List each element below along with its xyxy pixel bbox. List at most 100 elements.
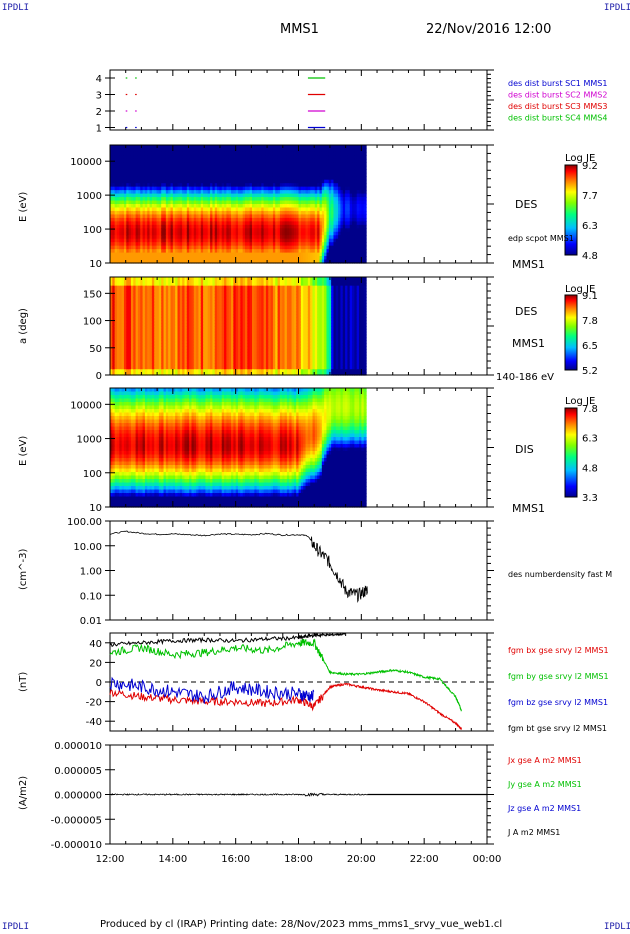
current-ytick-label: -0.000005 [51, 815, 102, 826]
current-ytick-label: 0.000005 [54, 766, 102, 777]
bfield-ytick-label: -40 [86, 717, 102, 728]
time-tick-label: 18:00 [284, 854, 313, 865]
des-pitch-label: DES [515, 305, 538, 318]
sc-legend-entry: des dist burst SC1 MMS1 [508, 79, 607, 88]
des-energy-ytick-label: 10000 [70, 157, 102, 168]
time-tick-label: 12:00 [96, 854, 125, 865]
des-pitch-ytick-label: 100 [83, 317, 102, 328]
sc-legend-entry: des dist burst SC3 MMS3 [508, 102, 607, 111]
bfield-bt-line [109, 632, 346, 648]
current-legend-entry: Jy gse A m2 MMS1 [507, 780, 582, 789]
des-pitch-ytick-label: 0 [96, 371, 102, 382]
colorbar-tick-label: 9.1 [582, 291, 598, 302]
bfield-legend-entry: fgm bt gse srvy l2 MMS1 [508, 724, 607, 733]
cb3-title: Log JE [565, 396, 596, 407]
dis-energy-ytick-label: 100 [83, 469, 102, 480]
colorbar-1 [564, 164, 578, 256]
sc-ytick-label: 1 [96, 124, 102, 135]
density-ytick-label: 100.00 [67, 517, 102, 528]
density-line [109, 530, 368, 604]
corner-logo-tr: IPDLI [604, 3, 630, 13]
corner-logo-br: IPDLI [604, 922, 630, 932]
des-pitch-ylabel: a (deg) [18, 308, 29, 344]
sc-ytick-label: 3 [96, 91, 102, 102]
sc-legend-entry: des dist burst SC2 MMS2 [508, 91, 607, 100]
sc-legend-entry: des dist burst SC4 MMS4 [508, 114, 607, 123]
density-ytick-label: 0.01 [80, 616, 102, 627]
des-energy-label: DES [515, 198, 538, 211]
bfield-legend-entry: fgm bz gse srvy l2 MMS1 [508, 698, 608, 707]
des-pitch-energy: 140-186 eV [496, 372, 554, 383]
density-ylabel: (cm^-3) [18, 548, 29, 590]
current-ytick-label: 0.000010 [54, 741, 102, 752]
bfield-legend-entry: fgm by gse srvy l2 MMS1 [508, 672, 609, 681]
des-scpot-label: edp scpot MMS1 [508, 234, 574, 243]
colorbar-tick-label: 7.8 [582, 316, 598, 327]
density-legend: des numberdensity fast M [508, 570, 613, 579]
dis-energy-ylabel: E (eV) [18, 435, 29, 466]
heatmap-de [110, 145, 367, 264]
time-tick-label: 16:00 [221, 854, 250, 865]
bfield-ytick-label: -20 [86, 698, 102, 709]
des-energy-ytick-label: 100 [83, 225, 102, 236]
spacecraft-title: MMS1 [280, 22, 319, 37]
footer-credit: Produced by cl (IRAP) Printing date: 28/… [100, 919, 503, 930]
corner-logo-tl: IPDLI [2, 3, 30, 13]
bfield-ytick-label: 20 [89, 658, 102, 669]
current-legend-entry: Jz gse A m2 MMS1 [507, 804, 581, 813]
current-ytick-label: -0.000010 [51, 840, 102, 851]
density-panel-frame [109, 520, 488, 621]
dis-energy-label: DIS [515, 443, 534, 456]
colorbar-tick-label: 6.3 [582, 434, 598, 445]
des-energy-ytick-label: 1000 [77, 191, 102, 202]
bfield-ytick-label: 0 [96, 678, 102, 689]
current-legend-entry: J A m2 MMS1 [507, 828, 560, 837]
date-title: 22/Nov/2016 12:00 [426, 22, 552, 37]
colorbar-tick-label: 6.5 [582, 341, 598, 352]
density-ytick-label: 0.10 [80, 591, 102, 602]
des-energy-sc: MMS1 [512, 258, 545, 271]
colorbar-tick-label: 5.2 [582, 366, 598, 377]
cb1-title: Log JE [565, 153, 596, 164]
time-tick-label: 20:00 [347, 854, 376, 865]
cb2-title: Log JE [565, 284, 596, 295]
current-legend-entry: Jx gse A m2 MMS1 [507, 756, 582, 765]
colorbar-tick-label: 6.3 [582, 221, 598, 232]
des-energy-ytick-label: 10 [89, 259, 102, 270]
colorbar-3 [564, 407, 578, 498]
time-tick-label: 22:00 [410, 854, 439, 865]
des-energy-ylabel: E (eV) [18, 191, 29, 222]
colorbar-tick-label: 7.8 [582, 404, 598, 415]
colorbar-tick-label: 3.3 [582, 493, 598, 504]
colorbar-tick-label: 4.8 [582, 463, 598, 474]
current-line [109, 792, 368, 797]
colorbar-tick-label: 9.2 [582, 161, 598, 172]
corner-logo-bl: IPDLI [2, 922, 30, 932]
bfield-ytick-label: 40 [89, 639, 102, 650]
heatmap-pa [110, 277, 367, 376]
des-pitch-ytick-label: 50 [89, 344, 102, 355]
dis-energy-sc: MMS1 [512, 502, 545, 515]
bfield-bz-line [109, 676, 315, 704]
dis-energy-ytick-label: 1000 [77, 435, 102, 446]
density-ytick-label: 1.00 [80, 567, 102, 578]
current-ytick-label: 0.000000 [54, 791, 102, 802]
time-tick-label: 00:00 [473, 854, 502, 865]
heatmap-di [110, 388, 367, 508]
dis-energy-ytick-label: 10 [89, 503, 102, 514]
bfield-legend-entry: fgm bx gse srvy l2 MMS1 [508, 646, 609, 655]
time-tick-label: 14:00 [158, 854, 187, 865]
sc-panel-frame [109, 69, 488, 131]
bfield-bx-line [109, 682, 463, 731]
dis-energy-ytick-label: 10000 [70, 400, 102, 411]
current-ylabel: (A/m2) [18, 775, 29, 810]
density-ytick-label: 10.00 [73, 542, 102, 553]
colorbar-2 [564, 294, 578, 371]
des-pitch-sc: MMS1 [512, 337, 545, 350]
bfield-ylabel: (nT) [18, 671, 29, 692]
sc-ytick-label: 4 [96, 74, 102, 85]
sc-ytick-label: 2 [96, 107, 102, 118]
colorbar-tick-label: 7.7 [582, 191, 598, 202]
bfield-by-line [109, 638, 462, 712]
